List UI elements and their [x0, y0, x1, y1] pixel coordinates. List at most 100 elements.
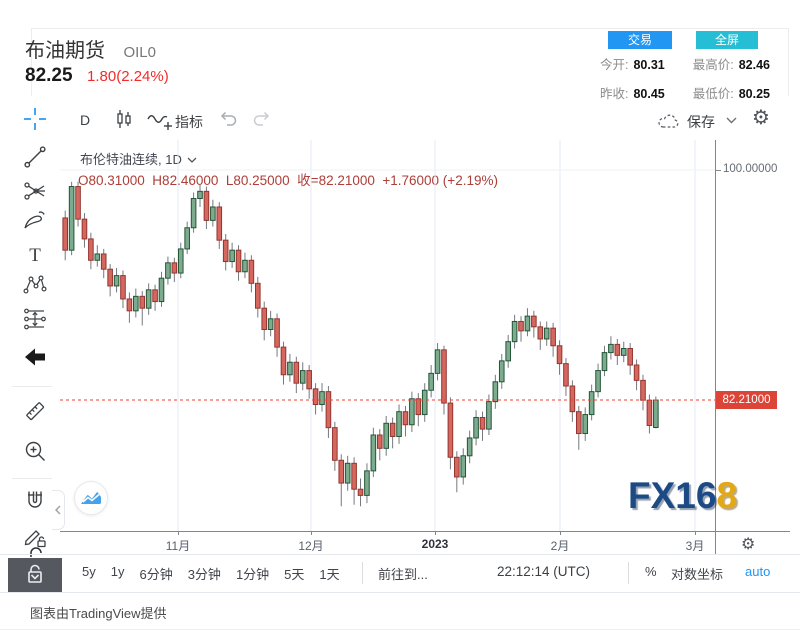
quote-stats: 今开: 80.31 最高价: 82.46 昨收: 80.45 最低价: 80.25: [600, 54, 770, 102]
gann-fan-icon: [24, 182, 45, 200]
toolbar-separator: [362, 562, 363, 584]
price-tick-mark: [716, 170, 721, 171]
fullscreen-button[interactable]: 全屏: [696, 31, 758, 49]
price-tick-label: 100.00000: [723, 163, 778, 175]
brush-icon: [24, 211, 45, 229]
trend-line-icon: [24, 146, 46, 168]
stat-open: 今开: 80.31: [599, 58, 665, 72]
undo-button[interactable]: [218, 109, 238, 127]
arrow-left-icon: [25, 348, 45, 366]
mountain-chart-icon: [81, 492, 101, 504]
tool-projection[interactable]: [22, 306, 48, 332]
stat-prev-close: 昨收: 80.45: [599, 87, 665, 101]
interval-button[interactable]: D: [80, 112, 91, 128]
goto-date-button[interactable]: 前往到...: [378, 567, 428, 582]
time-axis[interactable]: [60, 532, 715, 554]
projection-icon: [24, 308, 46, 330]
symbol-name: 布油期货: [25, 40, 105, 62]
symbol-code: OIL0: [123, 44, 156, 61]
last-price: 82.25: [25, 65, 73, 86]
range-button-1y[interactable]: 1y: [110, 564, 125, 579]
stat-high: 最高价: 82.46: [692, 58, 770, 72]
zoom-in-icon: [25, 441, 45, 461]
footer-divider: [0, 592, 800, 593]
price-axis[interactable]: [716, 140, 792, 532]
fx168-watermark: FX168: [628, 475, 738, 516]
lock-chevron-icon: [28, 564, 42, 583]
toolbar-separator: [628, 562, 629, 584]
svg-text:T: T: [29, 245, 41, 266]
price-axis-border: [715, 140, 716, 532]
sidebar-divider: [12, 478, 52, 479]
time-axis-label-12月: 12月: [298, 539, 324, 553]
header-border: [31, 28, 789, 96]
range-button-5y[interactable]: 5y: [82, 564, 96, 579]
pencil-lock-icon: [24, 530, 46, 548]
tool-crosshair[interactable]: [22, 106, 48, 132]
price-row: 82.25 1.80(2.24%): [25, 65, 169, 87]
indicator-icon: [147, 115, 172, 130]
settings-gear-button[interactable]: ⚙: [752, 105, 770, 129]
range-button-1天[interactable]: 1天: [319, 567, 340, 582]
chevron-down-icon: [726, 117, 737, 124]
last-price-axis-label: 82.21000: [716, 391, 777, 409]
tool-brush[interactable]: [22, 208, 48, 234]
panel-toggle-button[interactable]: [8, 558, 62, 592]
range-button-3分钟[interactable]: 3分钟: [187, 567, 221, 582]
tool-trend-line[interactable]: [22, 144, 48, 170]
tool-xabcd-pattern[interactable]: [22, 272, 48, 298]
indicators-label[interactable]: 指标: [175, 114, 203, 130]
tool-magnet[interactable]: [22, 488, 48, 514]
log-scale-button[interactable]: 对数坐标: [671, 567, 724, 582]
time-axis-label-3月: 3月: [685, 539, 705, 553]
time-axis-separator: [715, 531, 716, 554]
save-menu-chevron[interactable]: [726, 117, 737, 124]
time-axis-tick: [435, 531, 436, 535]
sidebar-divider: [12, 386, 52, 387]
price-change: 1.80(2.24%): [87, 68, 169, 85]
time-axis-tick: [695, 531, 696, 535]
chevron-down-icon: [187, 157, 197, 163]
footer-bottom-line: [0, 629, 800, 630]
tool-ruler[interactable]: [22, 398, 48, 424]
clock[interactable]: 22:12:14 (UTC): [497, 564, 591, 579]
time-axis-gear-button[interactable]: ⚙: [741, 534, 756, 553]
indicators-button[interactable]: [146, 109, 172, 131]
save-label[interactable]: 保存: [687, 114, 715, 130]
xabcd-pattern-icon: [23, 275, 47, 294]
bottom-toolbar-divider: [0, 554, 800, 555]
tool-gann-fan[interactable]: [22, 178, 48, 204]
percent-scale-button[interactable]: %: [645, 564, 657, 579]
range-buttons: 5y 1y 6分钟 3分钟 1分钟 5天 1天: [82, 564, 340, 583]
time-axis-label-2月: 2月: [550, 539, 570, 553]
redo-button[interactable]: [252, 109, 272, 127]
tool-lock[interactable]: [25, 546, 51, 572]
stat-low: 最低价: 80.25: [692, 87, 770, 101]
time-axis-tick: [178, 531, 179, 535]
redo-icon: [253, 111, 270, 126]
tool-drawing-lock[interactable]: [22, 524, 48, 550]
save-button[interactable]: [656, 110, 683, 130]
undo-icon: [220, 111, 237, 126]
chart-style-button[interactable]: [112, 107, 136, 131]
trade-button[interactable]: 交易: [608, 31, 672, 49]
range-button-6分钟[interactable]: 6分钟: [139, 567, 173, 582]
chart-canvas[interactable]: [60, 140, 715, 532]
text-tool-icon: T: [29, 245, 41, 266]
range-button-5天[interactable]: 5天: [284, 567, 305, 582]
time-axis-border: [60, 531, 790, 532]
auto-scale-button[interactable]: auto: [745, 564, 771, 579]
tool-arrow-marker[interactable]: [22, 344, 48, 370]
symbol-row: 布油期货 OIL0: [25, 34, 156, 63]
chart-logo-button[interactable]: [74, 481, 108, 515]
sidebar-collapse-tab[interactable]: [52, 490, 65, 530]
chart-legend-title[interactable]: 布伦特油连续, 1D: [80, 149, 197, 168]
time-axis-tick: [560, 531, 561, 535]
tool-zoom-in[interactable]: [22, 438, 48, 464]
attribution: 图表由TradingView提供: [30, 606, 167, 621]
chart-legend-ohlc: O80.31000 H82.46000 L80.25000 收=82.21000…: [78, 173, 498, 188]
range-button-1分钟[interactable]: 1分钟: [235, 567, 270, 582]
candlestick-icon: [117, 110, 131, 128]
tool-text[interactable]: T: [22, 242, 48, 268]
